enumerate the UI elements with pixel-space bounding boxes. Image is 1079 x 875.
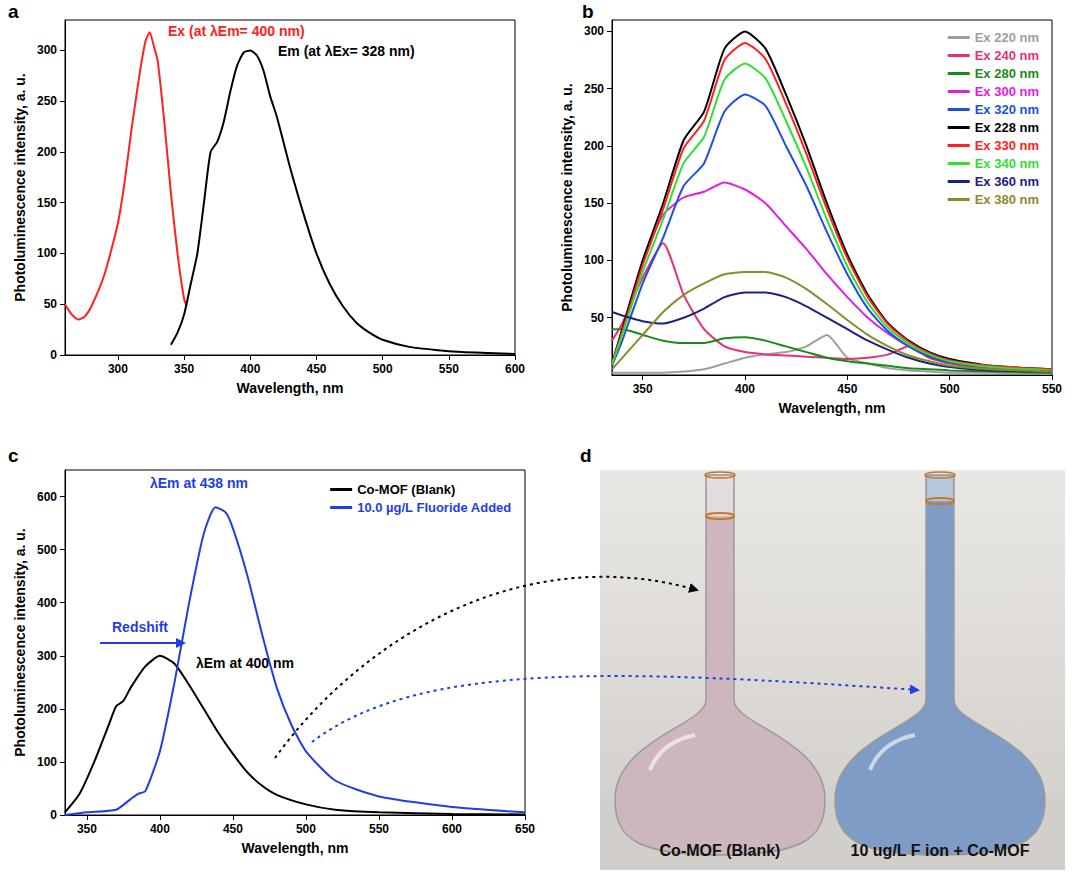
svg-text:400: 400 — [150, 822, 170, 836]
svg-text:350: 350 — [77, 822, 97, 836]
svg-text:400: 400 — [735, 382, 755, 396]
svg-text:λEm at 438 nm: λEm at 438 nm — [150, 475, 248, 491]
svg-text:100: 100 — [584, 253, 604, 267]
svg-text:10.0 µg/L Fluoride Added: 10.0 µg/L Fluoride Added — [357, 500, 511, 515]
svg-text:300: 300 — [37, 649, 57, 663]
svg-text:550: 550 — [369, 822, 389, 836]
svg-text:d: d — [580, 445, 592, 466]
svg-text:500: 500 — [296, 822, 316, 836]
svg-text:250: 250 — [584, 82, 604, 96]
svg-text:b: b — [582, 1, 594, 22]
svg-text:300: 300 — [584, 24, 604, 38]
svg-text:c: c — [8, 445, 19, 466]
svg-text:150: 150 — [37, 196, 57, 210]
svg-text:500: 500 — [940, 382, 960, 396]
svg-text:λEm at 400 nm: λEm at 400 nm — [196, 655, 294, 671]
svg-text:100: 100 — [37, 755, 57, 769]
svg-text:150: 150 — [584, 196, 604, 210]
svg-text:500: 500 — [37, 543, 57, 557]
svg-text:400: 400 — [37, 596, 57, 610]
svg-text:Ex 340 nm: Ex 340 nm — [975, 156, 1039, 171]
svg-text:500: 500 — [373, 362, 393, 376]
svg-text:450: 450 — [837, 382, 857, 396]
svg-text:100: 100 — [37, 246, 57, 260]
svg-text:550: 550 — [439, 362, 459, 376]
svg-text:650: 650 — [515, 822, 535, 836]
svg-text:Ex 330 nm: Ex 330 nm — [975, 138, 1039, 153]
svg-text:Photoluminescence intensity, a: Photoluminescence intensity, a. u. — [12, 73, 28, 301]
svg-text:50: 50 — [44, 297, 58, 311]
svg-text:450: 450 — [223, 822, 243, 836]
svg-text:50: 50 — [591, 311, 605, 325]
svg-text:600: 600 — [442, 822, 462, 836]
svg-text:Photoluminescence intensity, a: Photoluminescence intensity, a. u. — [12, 528, 28, 756]
svg-text:Wavelength, nm: Wavelength, nm — [237, 380, 344, 396]
svg-text:Ex 220 nm: Ex 220 nm — [975, 30, 1039, 45]
svg-text:a: a — [8, 1, 19, 22]
html-text:10 ug/L F ion + Co-MOF: 10 ug/L F ion + Co-MOF — [850, 842, 1030, 859]
svg-text:350: 350 — [633, 382, 653, 396]
svg-text:Em (at λEx= 328 nm): Em (at λEx= 328 nm) — [278, 43, 415, 59]
svg-text:550: 550 — [1042, 382, 1062, 396]
svg-text:200: 200 — [37, 145, 57, 159]
svg-text:200: 200 — [584, 139, 604, 153]
svg-text:300: 300 — [37, 43, 57, 57]
svg-text:Wavelength, nm: Wavelength, nm — [242, 840, 349, 856]
svg-text:Ex 228 nm: Ex 228 nm — [975, 120, 1039, 135]
svg-text:300: 300 — [108, 362, 128, 376]
svg-text:0: 0 — [50, 348, 57, 362]
svg-text:0: 0 — [50, 808, 57, 822]
svg-text:Ex 280 nm: Ex 280 nm — [975, 66, 1039, 81]
svg-text:600: 600 — [37, 490, 57, 504]
svg-text:400: 400 — [240, 362, 260, 376]
svg-text:Ex (at λEm= 400 nm): Ex (at λEm= 400 nm) — [168, 23, 305, 39]
svg-text:Co-MOF (Blank): Co-MOF (Blank) — [357, 482, 455, 497]
svg-text:Photoluminescence intensity, a: Photoluminescence intensity, a. u. — [559, 83, 575, 311]
svg-text:Ex 360 nm: Ex 360 nm — [975, 174, 1039, 189]
svg-text:600: 600 — [505, 362, 525, 376]
svg-text:Ex 320 nm: Ex 320 nm — [975, 102, 1039, 117]
svg-text:250: 250 — [37, 94, 57, 108]
svg-text:Ex 240 nm: Ex 240 nm — [975, 48, 1039, 63]
svg-text:Wavelength, nm: Wavelength, nm — [779, 400, 886, 416]
svg-text:200: 200 — [37, 702, 57, 716]
svg-text:350: 350 — [174, 362, 194, 376]
html-text:Co-MOF (Blank): Co-MOF (Blank) — [659, 842, 781, 859]
svg-text:450: 450 — [306, 362, 326, 376]
svg-text:Ex 380 nm: Ex 380 nm — [975, 192, 1039, 207]
svg-text:Redshift: Redshift — [112, 619, 168, 635]
svg-text:Ex 300 nm: Ex 300 nm — [975, 84, 1039, 99]
